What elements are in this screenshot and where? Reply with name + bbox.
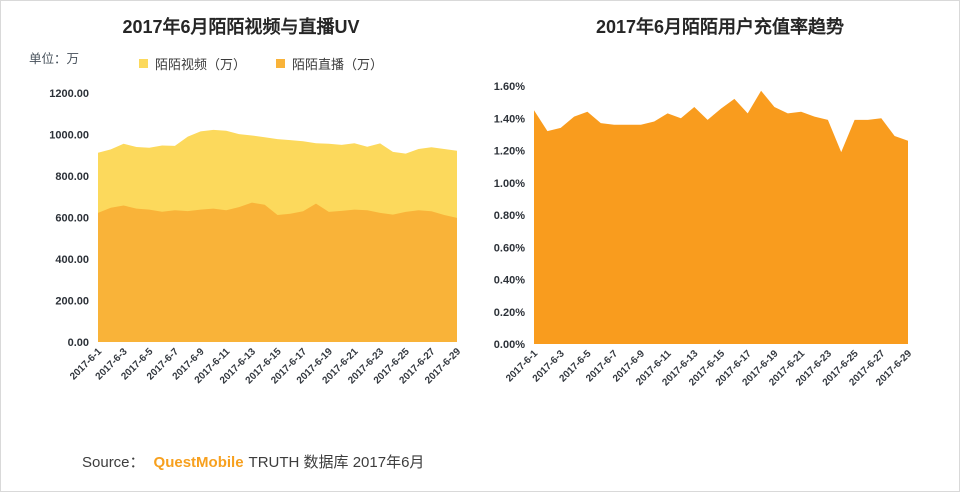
video-live-uv-area-chart: 0.00 200.00 400.00 600.00 800.00 1000.00 1200.… bbox=[49, 88, 463, 386]
svg-text:800.00: 800.00 bbox=[55, 171, 89, 183]
svg-text:200.00: 200.00 bbox=[55, 296, 89, 308]
brand-name: QuestMobile bbox=[153, 454, 244, 471]
legend-item-video: 陌陌视频（万） bbox=[138, 54, 246, 73]
legend-label-video: 陌陌视频（万） bbox=[154, 57, 246, 72]
svg-text:0.80%: 0.80% bbox=[494, 210, 525, 222]
svg-text:1.20%: 1.20% bbox=[494, 146, 525, 158]
legend-item-live: 陌陌直播（万） bbox=[276, 54, 383, 73]
svg-text:0.40%: 0.40% bbox=[494, 275, 525, 287]
svg-text:0.20%: 0.20% bbox=[494, 307, 525, 319]
unit-label: 单位：万 bbox=[29, 52, 80, 66]
recharge-rate-area-chart: 0.00% 0.20% 0.40% 0.60% 0.80% 1.00% 1.20% 1.40%… bbox=[494, 81, 915, 388]
svg-text:1.40%: 1.40% bbox=[494, 113, 525, 125]
svg-text:0.60%: 0.60% bbox=[494, 242, 525, 254]
source-rest: TRUTH 数据库 2017年6月 bbox=[248, 454, 425, 471]
svg-text:1200.00: 1200.00 bbox=[49, 88, 89, 100]
svg-text:0.00: 0.00 bbox=[68, 337, 89, 349]
right-chart-title: 2017年6月陌陌用户充值率趋势 bbox=[595, 17, 845, 37]
legend: 陌陌视频（万） 陌陌直播（万） bbox=[41, 54, 481, 73]
svg-text:1.00%: 1.00% bbox=[494, 178, 525, 190]
svg-text:0.00%: 0.00% bbox=[494, 339, 525, 351]
svg-text:600.00: 600.00 bbox=[55, 213, 89, 225]
legend-swatch-live-icon bbox=[276, 59, 285, 68]
source-note: Source： QuestMobile TRUTH 数据库 2017年6月 bbox=[82, 451, 424, 472]
legend-swatch-video-icon bbox=[138, 59, 148, 68]
left-chart-title: 2017年6月陌陌视频与直播UV bbox=[122, 17, 360, 37]
svg-text:1.60%: 1.60% bbox=[494, 81, 525, 93]
legend-label-live: 陌陌直播（万） bbox=[292, 57, 384, 72]
source-label: Source： bbox=[82, 454, 145, 471]
svg-text:1000.00: 1000.00 bbox=[49, 130, 89, 142]
svg-text:400.00: 400.00 bbox=[55, 254, 89, 266]
